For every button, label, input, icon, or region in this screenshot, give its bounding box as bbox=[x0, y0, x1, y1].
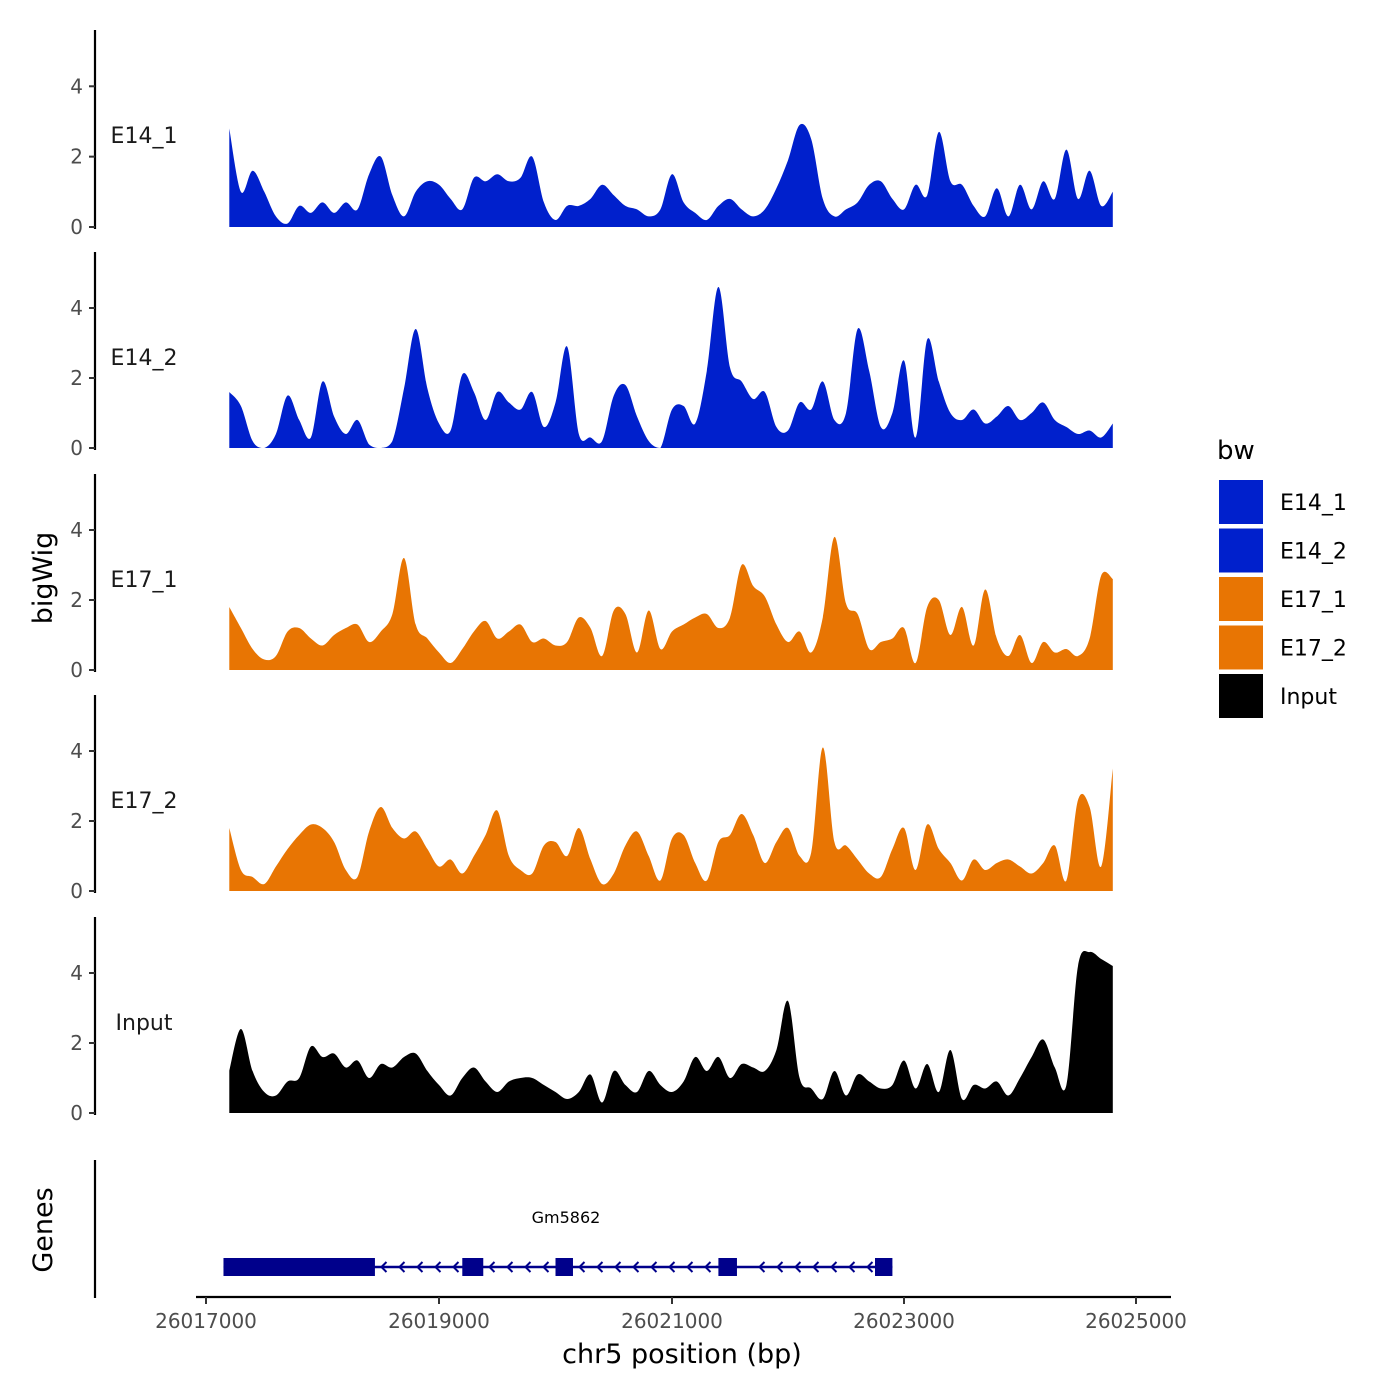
y-tick-label: 2 bbox=[70, 588, 83, 612]
track-Input: 0 2 4 Input bbox=[70, 917, 1113, 1125]
strand-arrow bbox=[506, 1261, 514, 1273]
y-tick-label: 2 bbox=[70, 366, 83, 390]
y-tick-label: 4 bbox=[70, 74, 83, 98]
signal-area-E14_1 bbox=[229, 123, 1113, 227]
gene-label: Gm5862 bbox=[532, 1208, 601, 1227]
track-label-E14_1: E14_1 bbox=[111, 124, 178, 149]
y-tick-label: 2 bbox=[70, 809, 83, 833]
legend-label-E14_2: E14_2 bbox=[1280, 540, 1347, 565]
strand-arrow bbox=[668, 1261, 676, 1273]
y-tick-label: 2 bbox=[70, 1031, 83, 1055]
y-tick-label: 0 bbox=[70, 658, 83, 682]
legend-key-E14_1 bbox=[1219, 480, 1263, 524]
y-tick-label: 0 bbox=[70, 879, 83, 903]
track-E14_1: 0 2 4 E14_1 bbox=[70, 30, 1113, 239]
x-tick-label: 26017000 bbox=[155, 1309, 257, 1333]
strand-arrow bbox=[812, 1261, 820, 1273]
gene-exon bbox=[718, 1258, 737, 1276]
y-tick-label: 4 bbox=[70, 961, 83, 985]
gene-track: Gm5862 bbox=[93, 1160, 893, 1298]
y-axis-title: bigWig bbox=[28, 532, 59, 625]
x-axis: 26017000 26019000 26021000 26023000 26025000 bbox=[155, 1295, 1187, 1333]
track-E17_1: 0 2 4 E17_1 bbox=[70, 474, 1113, 682]
strand-arrow bbox=[632, 1261, 640, 1273]
strand-arrow bbox=[578, 1261, 586, 1273]
legend-label-E17_2: E17_2 bbox=[1280, 637, 1347, 662]
strand-arrow bbox=[848, 1261, 856, 1273]
genes-track-title: Genes bbox=[28, 1187, 59, 1272]
legend-key-E14_2 bbox=[1219, 528, 1263, 573]
gene-exon bbox=[555, 1258, 573, 1276]
track-label-Input: Input bbox=[116, 1011, 173, 1036]
gene-exon bbox=[875, 1258, 893, 1276]
x-tick-label: 26021000 bbox=[621, 1309, 723, 1333]
signal-area-Input bbox=[229, 951, 1113, 1113]
strand-arrow bbox=[776, 1261, 784, 1273]
legend-key-Input bbox=[1219, 674, 1263, 718]
signal-area-E17_1 bbox=[229, 536, 1113, 670]
legend-key-E17_2 bbox=[1219, 625, 1263, 670]
x-axis-title: chr5 position (bp) bbox=[562, 1339, 802, 1370]
strand-arrow bbox=[488, 1261, 496, 1273]
signal-tracks: 0 2 4 E14_1 0 2 4 E14_2 0 2 4 E17_1 0 2 4 E17_2 0 2 4 Input bbox=[70, 30, 1113, 1125]
legend-label-E14_1: E14_1 bbox=[1280, 491, 1347, 516]
strand-arrow bbox=[686, 1261, 694, 1273]
gene-Gm5862: Gm5862 bbox=[223, 1208, 893, 1276]
y-tick-label: 4 bbox=[70, 739, 83, 763]
strand-arrow bbox=[758, 1261, 766, 1273]
track-label-E17_2: E17_2 bbox=[111, 789, 178, 814]
y-tick-label: 0 bbox=[70, 215, 83, 239]
y-tick-label: 0 bbox=[70, 1101, 83, 1125]
track-E14_2: 0 2 4 E14_2 bbox=[70, 252, 1113, 460]
strand-arrow bbox=[650, 1261, 658, 1273]
y-tick-label: 0 bbox=[70, 436, 83, 460]
track-label-E17_1: E17_1 bbox=[111, 568, 178, 593]
strand-arrow bbox=[830, 1261, 838, 1273]
signal-area-E14_2 bbox=[229, 286, 1113, 448]
x-tick-label: 26019000 bbox=[388, 1309, 490, 1333]
signal-area-E17_2 bbox=[229, 747, 1113, 891]
strand-arrow bbox=[596, 1261, 604, 1273]
legend-label-Input: Input bbox=[1280, 685, 1337, 710]
track-E17_2: 0 2 4 E17_2 bbox=[70, 695, 1113, 903]
strand-arrow bbox=[524, 1261, 532, 1273]
strand-arrow bbox=[380, 1261, 388, 1273]
track-label-E14_2: E14_2 bbox=[111, 346, 178, 371]
strand-arrow bbox=[614, 1261, 622, 1273]
strand-arrow bbox=[542, 1261, 550, 1273]
x-tick-label: 26023000 bbox=[853, 1309, 955, 1333]
strand-arrow bbox=[866, 1261, 874, 1273]
gene-exon bbox=[462, 1258, 484, 1276]
y-tick-label: 4 bbox=[70, 296, 83, 320]
legend-key-E17_1 bbox=[1219, 577, 1263, 621]
strand-arrow bbox=[416, 1261, 424, 1273]
strand-arrow bbox=[398, 1261, 406, 1273]
y-tick-label: 4 bbox=[70, 518, 83, 542]
strand-arrow bbox=[434, 1261, 442, 1273]
strand-arrow bbox=[704, 1261, 712, 1273]
gene-exon bbox=[223, 1258, 375, 1276]
strand-arrow bbox=[794, 1261, 802, 1273]
strand-arrow bbox=[452, 1261, 460, 1273]
y-tick-label: 2 bbox=[70, 145, 83, 169]
legend-title: bw bbox=[1217, 436, 1255, 466]
x-tick-label: 26025000 bbox=[1085, 1309, 1187, 1333]
legend: bw E14_1 E14_2 E17_1 E17_2 Input bbox=[1217, 436, 1347, 718]
legend-label-E17_1: E17_1 bbox=[1280, 588, 1347, 613]
